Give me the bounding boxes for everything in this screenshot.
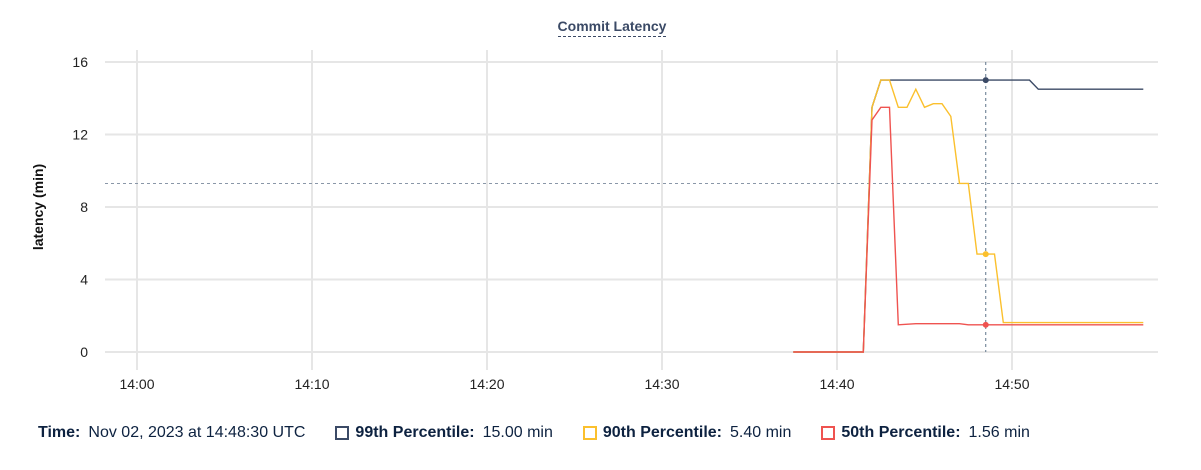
y-tick-label: 16 [72,54,88,70]
y-tick-label: 8 [80,199,88,215]
y-tick-label: 4 [80,272,88,288]
legend-item-90th[interactable]: 90th Percentile: 5.40 min [582,424,792,442]
legend-swatch [821,426,836,440]
chart-title[interactable]: Commit Latency [0,18,1201,37]
y-tick-label: 0 [80,344,88,360]
x-tick-label: 14:50 [994,376,1029,392]
legend-label: 90th Percentile: [602,424,722,441]
hover-point [982,251,989,258]
x-tick-label: 14:00 [119,376,154,392]
y-axis-label: latency (min) [30,164,46,250]
y-tick-label: 12 [72,127,88,143]
x-tick-label: 14:30 [644,376,679,392]
latency-chart: 0 4 8 12 16 14:00 14:10 14:20 14:30 14:40 14:50 lat… [30,50,1158,392]
legend-item-99th[interactable]: 99th Percentile: 15.00 min [335,424,553,442]
series-line-99th [793,79,1144,353]
time-label: Time: [38,424,81,441]
legend-label: 50th Percentile: [841,424,961,441]
legend-value: 15.00 min [482,424,553,441]
legend-value: 1.56 min [968,424,1030,441]
legend-swatch [582,426,597,440]
series-line-90th [793,79,1144,353]
legend-item-50th[interactable]: 50th Percentile: 1.56 min [821,424,1030,442]
chart-title-text[interactable]: Commit Latency [557,18,667,37]
x-tick-label: 14:20 [469,376,504,392]
x-tick-label: 14:10 [294,376,329,392]
legend-swatch [335,426,350,440]
legend-label: 99th Percentile: [355,424,475,441]
hover-point [982,77,989,84]
hover-point [982,321,989,328]
series-line-50th [793,106,1144,353]
legend-value: 5.40 min [730,424,792,441]
x-tick-label: 14:40 [819,376,854,392]
time-value: Nov 02, 2023 at 14:48:30 UTC [88,424,306,441]
legend: Time: Nov 02, 2023 at 14:48:30 UTC 99th … [38,424,1030,442]
